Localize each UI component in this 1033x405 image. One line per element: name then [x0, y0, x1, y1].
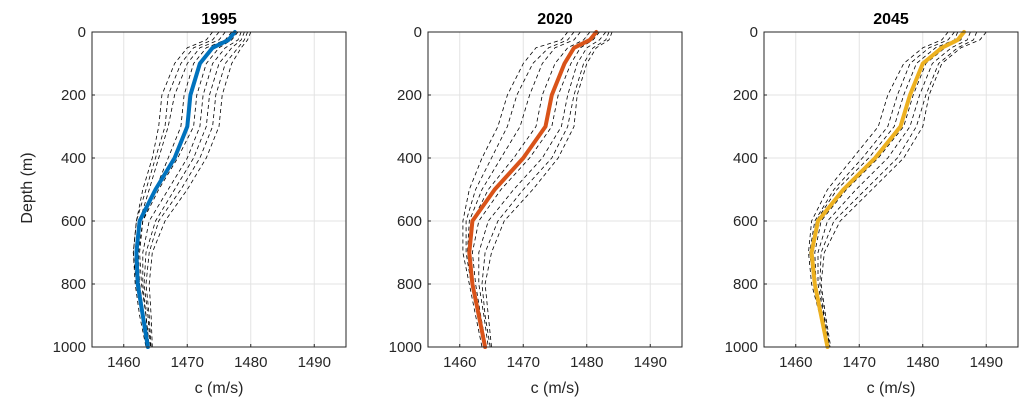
ensemble-line-6	[142, 31, 242, 348]
x-tick-label: 1460	[443, 354, 476, 371]
x-tick-label: 1460	[779, 354, 812, 371]
ensemble-line-3	[136, 31, 226, 348]
mean-profile-line	[467, 30, 599, 349]
y-tick-label: 1000	[389, 339, 422, 356]
y-tick-label: 400	[61, 150, 86, 167]
axes-box	[763, 31, 1019, 348]
mean-profile-line	[134, 30, 237, 349]
panel-2045: 1460 1470 1480 1490 0 200 400 600 800 1000 2045 c (…	[725, 11, 1019, 397]
y-tick-label: 0	[78, 24, 86, 41]
panels: 1460 1470 1480 1490 0 200 400 600 800 1000 1995 c (…	[53, 11, 1019, 397]
x-axis-title: c (m/s)	[195, 380, 244, 397]
ensemble-line-1	[462, 31, 569, 348]
y-tick-label: 600	[61, 213, 86, 230]
x-tick-label: 1460	[107, 354, 140, 371]
x-tick-label: 1470	[171, 354, 204, 371]
x-axis-title: c (m/s)	[867, 380, 916, 397]
y-tick-label: 600	[397, 213, 422, 230]
panel-title: 2020	[537, 11, 573, 28]
y-tick-label: 0	[750, 24, 758, 41]
ensemble-line-5	[472, 31, 600, 348]
ensemble-line-3	[811, 31, 959, 348]
ensemble-line-6	[819, 31, 978, 348]
ensemble-line-2	[809, 31, 955, 348]
mean-profile-line	[809, 30, 966, 349]
panel-title: 1995	[201, 11, 237, 28]
y-tick-label: 200	[397, 87, 422, 104]
y-tick-label: 1000	[725, 339, 758, 356]
y-tick-label: 600	[733, 213, 758, 230]
ensemble-line-5	[139, 31, 239, 348]
y-tick-label: 200	[61, 87, 86, 104]
y-tick-label: 0	[414, 24, 422, 41]
y-tick-label: 800	[397, 276, 422, 293]
y-tick-label: 800	[733, 276, 758, 293]
x-tick-label: 1480	[234, 354, 267, 371]
ensemble-line-5	[817, 31, 971, 348]
panel-1995: 1460 1470 1480 1490 0 200 400 600 800 1000 1995 c (…	[53, 11, 347, 397]
x-tick-label: 1490	[298, 354, 331, 371]
y-axis-title: Depth (m)	[19, 152, 36, 223]
ensemble-line-7	[820, 31, 987, 348]
panel-2020: 1460 1470 1480 1490 0 200 400 600 800 1000 2020 c (…	[389, 11, 683, 397]
y-tick-label: 400	[733, 150, 758, 167]
ensemble-line-2	[132, 31, 220, 348]
y-tick-label: 1000	[53, 339, 86, 356]
ensemble-line-1	[808, 31, 949, 348]
axes-box	[427, 31, 683, 348]
ensemble-line-9	[148, 31, 252, 348]
panel-title: 2045	[873, 11, 909, 28]
plot-area	[428, 32, 682, 347]
plot-area	[92, 32, 346, 347]
plot-area	[764, 32, 1018, 347]
ensemble-line-1	[132, 31, 213, 348]
x-tick-label: 1470	[507, 354, 540, 371]
y-tick-label: 800	[61, 276, 86, 293]
x-tick-label: 1490	[634, 354, 667, 371]
y-tick-label: 200	[733, 87, 758, 104]
axes-box	[91, 31, 347, 348]
x-tick-label: 1490	[970, 354, 1003, 371]
x-tick-label: 1480	[906, 354, 939, 371]
x-tick-label: 1470	[843, 354, 876, 371]
y-tick-label: 400	[397, 150, 422, 167]
ensemble-line-8	[484, 31, 613, 348]
ensemble-line-7	[481, 31, 610, 348]
x-tick-label: 1480	[570, 354, 603, 371]
x-axis-title: c (m/s)	[531, 380, 580, 397]
